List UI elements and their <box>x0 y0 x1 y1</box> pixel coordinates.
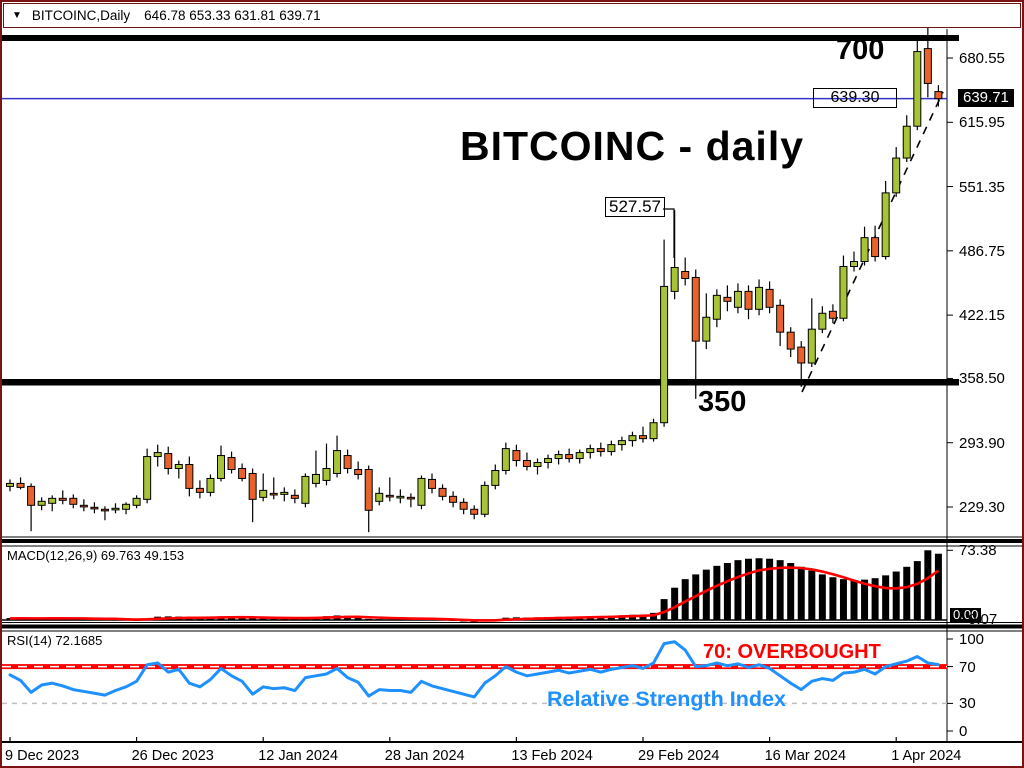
high-callout-label: 527.57 <box>605 197 665 217</box>
macd-axis-label: 0.07 <box>968 610 998 628</box>
rsi-panel <box>2 640 947 705</box>
rsi-axis-label: 100 <box>959 631 985 648</box>
macd-panel <box>2 550 947 622</box>
time-axis-label: 26 Dec 2023 <box>131 748 214 764</box>
price-axis-label: 551.35 <box>959 178 1005 196</box>
time-axis-label: 1 Apr 2024 <box>891 748 962 764</box>
price-axis-label: 680.55 <box>959 50 1005 67</box>
price-axis-label: 358.50 <box>959 370 1005 388</box>
price-axis-label: 229.30 <box>959 498 1005 516</box>
candles <box>6 26 943 533</box>
price-axis-label: 615.95 <box>959 114 1005 132</box>
time-axis-label: 29 Feb 2024 <box>638 748 720 764</box>
symbol-period-label: BITCOINC,Daily <box>31 8 131 23</box>
callout-line <box>663 208 675 258</box>
time-axis-label: 12 Jan 2024 <box>258 748 339 764</box>
macd-indicator-label: MACD(12,26,9) 69.763 49.153 <box>7 548 185 563</box>
time-axis-label: 13 Feb 2024 <box>511 748 593 764</box>
support-level-label: 350 <box>698 386 747 418</box>
callout-group <box>663 208 675 258</box>
resistance-line <box>2 35 959 41</box>
quote-ohlc-values: 646.78 653.33 631.81 639.71 <box>144 8 321 23</box>
macd-axis-badge: 0.00 <box>950 608 982 622</box>
dropdown-arrow-icon[interactable]: ▼ <box>12 9 22 21</box>
chart-title: BITCOINC - daily <box>460 123 805 169</box>
time-axis-label: 16 Mar 2024 <box>764 748 847 764</box>
time-axis-label: 9 Dec 2023 <box>5 748 80 764</box>
price-levels <box>2 35 959 386</box>
macd-signal-line <box>9 566 940 622</box>
rsi-indicator-label: RSI(14) 72.1685 <box>7 633 103 648</box>
rsi-axis-label: 0 <box>959 723 968 740</box>
rsi-line <box>8 640 940 699</box>
rsi-axis-label: 30 <box>959 695 976 713</box>
price-axis-label: 293.90 <box>959 434 1005 452</box>
time-axis-label: 28 Jan 2024 <box>384 748 465 764</box>
macd-axis-label: 73.38 <box>959 542 997 560</box>
support-line <box>2 379 959 386</box>
axis-ticks <box>9 57 953 742</box>
price-line-label: 639.30 <box>813 88 897 108</box>
quote-bar: ▼ BITCOINC,Daily 646.78 653.33 631.81 63… <box>3 3 1021 28</box>
price-axis-label: 422.15 <box>959 307 1005 325</box>
resistance-level-label: 700 <box>836 34 885 66</box>
rsi-axis-label: 70 <box>959 658 976 676</box>
rsi-caption: Relative Strength Index <box>547 687 786 711</box>
current-price-badge: 639.71 <box>958 89 1014 107</box>
overbought-annotation: 70: OVERBOUGHT <box>703 641 881 663</box>
price-axis-label: 486.75 <box>959 242 1005 260</box>
